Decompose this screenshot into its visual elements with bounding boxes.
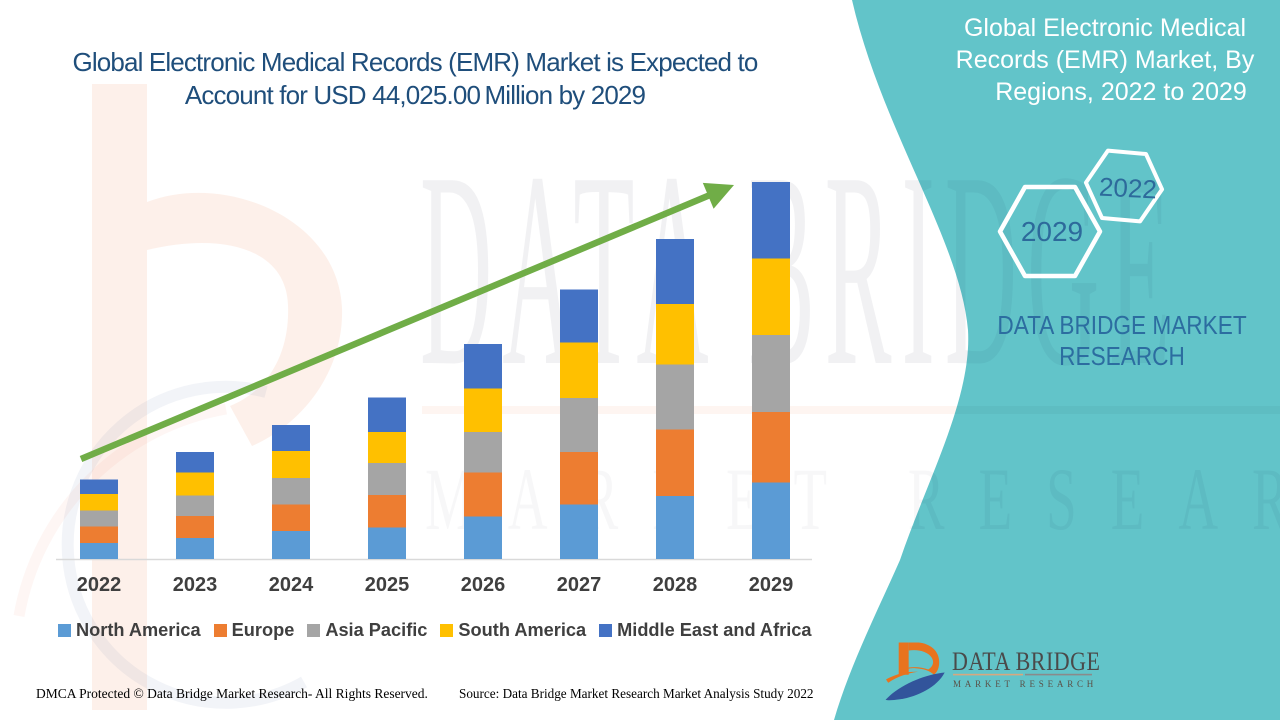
svg-text:MARKET RESEARCH: MARKET RESEARCH (953, 679, 1097, 689)
svg-text:2022: 2022 (1098, 172, 1157, 205)
svg-text:2029: 2029 (1021, 216, 1083, 247)
svg-text:DATA BRIDGE: DATA BRIDGE (952, 647, 1100, 677)
